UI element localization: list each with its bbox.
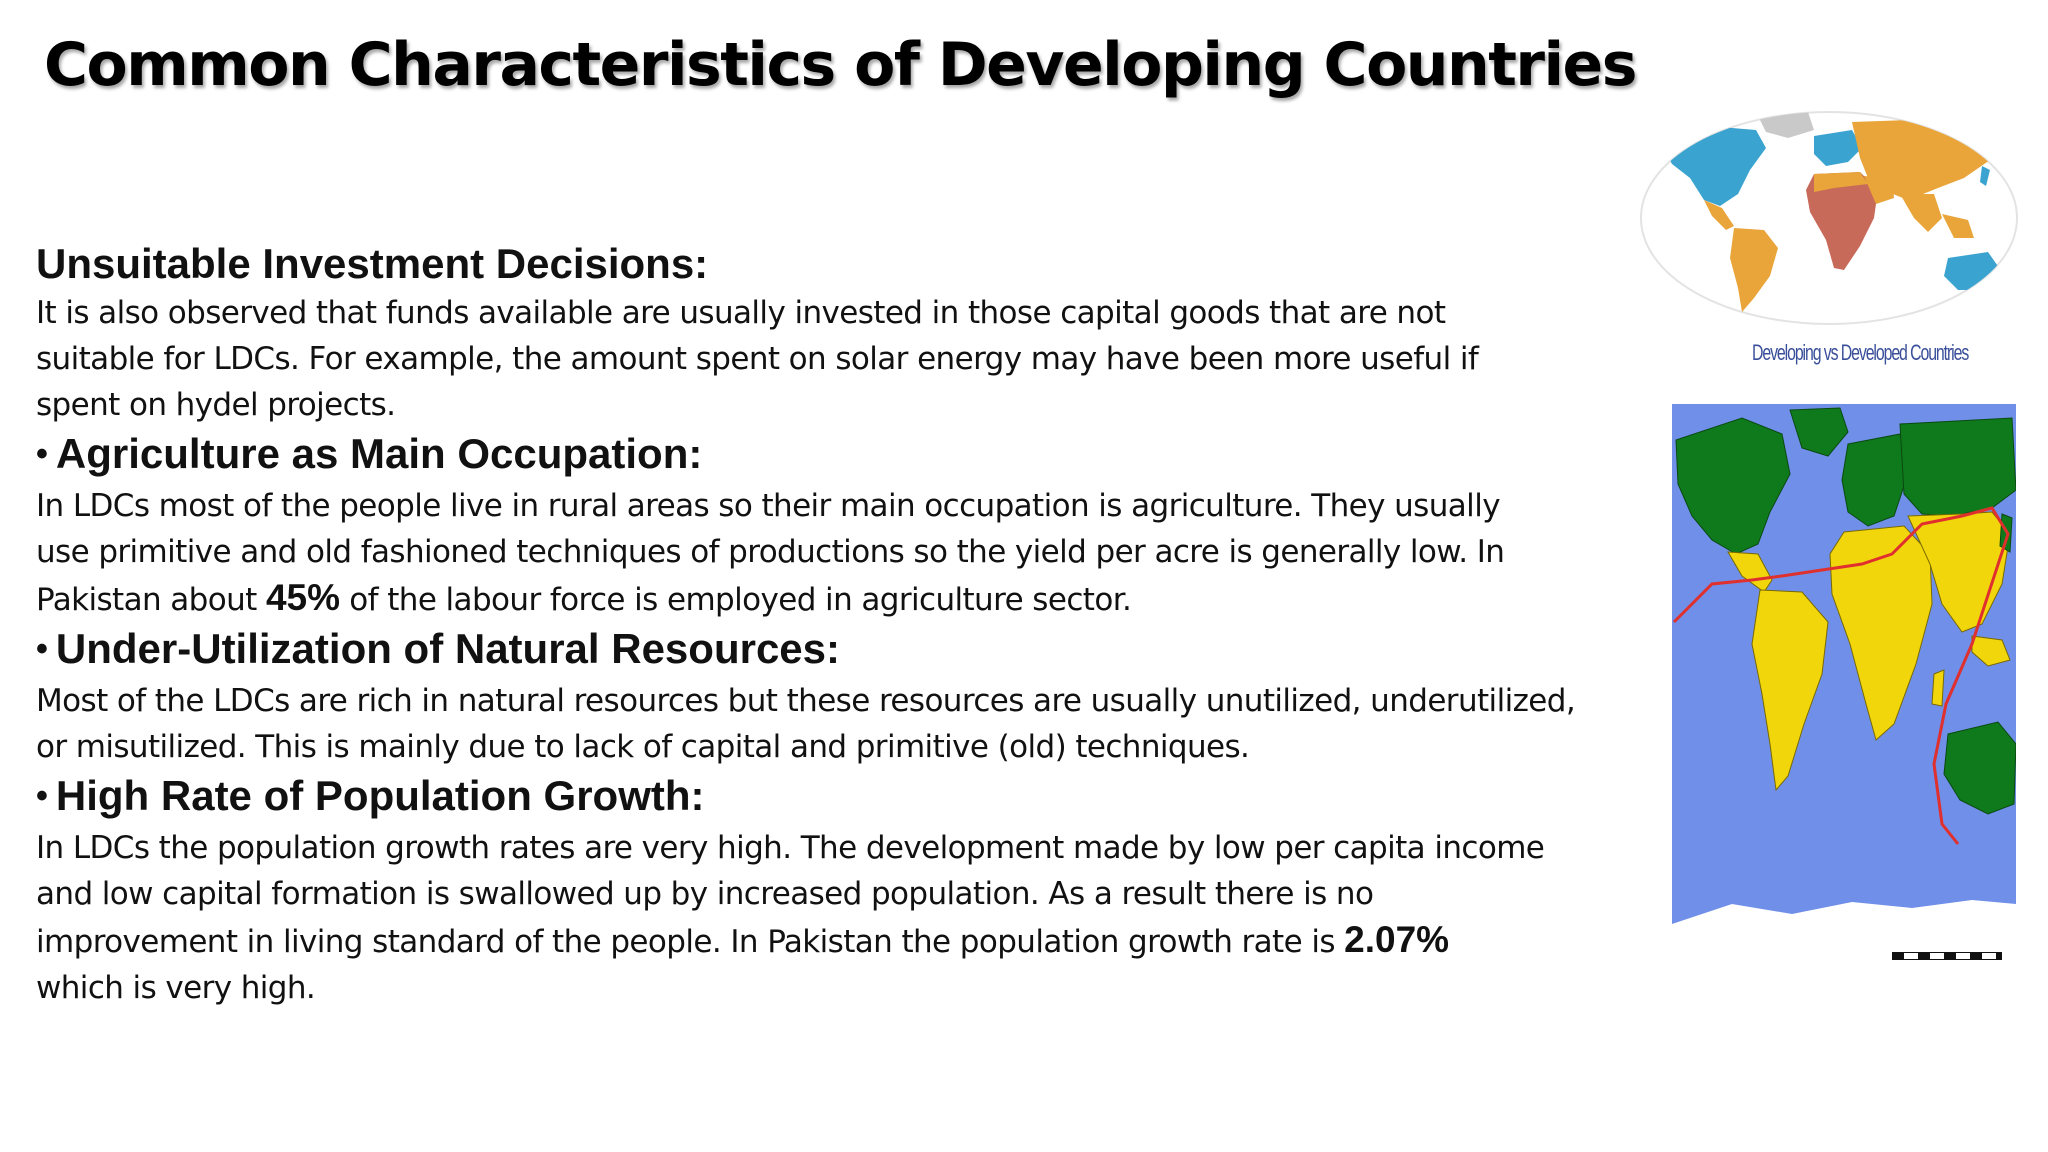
section-paragraph: In LDCs the population growth rates are …: [36, 830, 1545, 1006]
highlight-value: 2.07%: [1344, 919, 1450, 960]
bullet-icon: •: [36, 435, 48, 473]
section-unsuitable-investment: Unsuitable Investment Decisions: It is a…: [36, 238, 1656, 428]
world-map-developing-vs-developed-icon: [1640, 111, 2018, 325]
bullet-icon: •: [36, 630, 48, 668]
map-caption: Developing vs Developed Countries: [1752, 340, 1969, 365]
slide-title: Common Characteristics of Developing Cou…: [44, 30, 1637, 100]
section-paragraph: It is also observed that funds available…: [36, 295, 1479, 423]
section-population-growth: • High Rate of Population Growth: In LDCs…: [36, 770, 1656, 1011]
section-agriculture: • Agriculture as Main Occupation: In LDCs…: [36, 428, 1656, 623]
slide-body: Unsuitable Investment Decisions: It is a…: [36, 238, 1656, 1011]
highlight-value: 45%: [265, 577, 341, 618]
section-paragraph: Most of the LDCs are rich in natural res…: [36, 683, 1576, 765]
world-map-north-south-divide-icon: [1672, 404, 2016, 972]
section-heading: • Agriculture as Main Occupation:: [36, 430, 703, 477]
maps-panel: Developing vs Developed Countries: [1632, 100, 2032, 1152]
section-natural-resources: • Under-Utilization of Natural Resources:…: [36, 623, 1656, 770]
section-heading: • Under-Utilization of Natural Resources:: [36, 625, 841, 672]
section-heading: • High Rate of Population Growth:: [36, 772, 705, 819]
section-heading: Unsuitable Investment Decisions:: [36, 240, 709, 287]
bullet-icon: •: [36, 777, 48, 815]
section-paragraph: In LDCs most of the people live in rural…: [36, 488, 1505, 618]
